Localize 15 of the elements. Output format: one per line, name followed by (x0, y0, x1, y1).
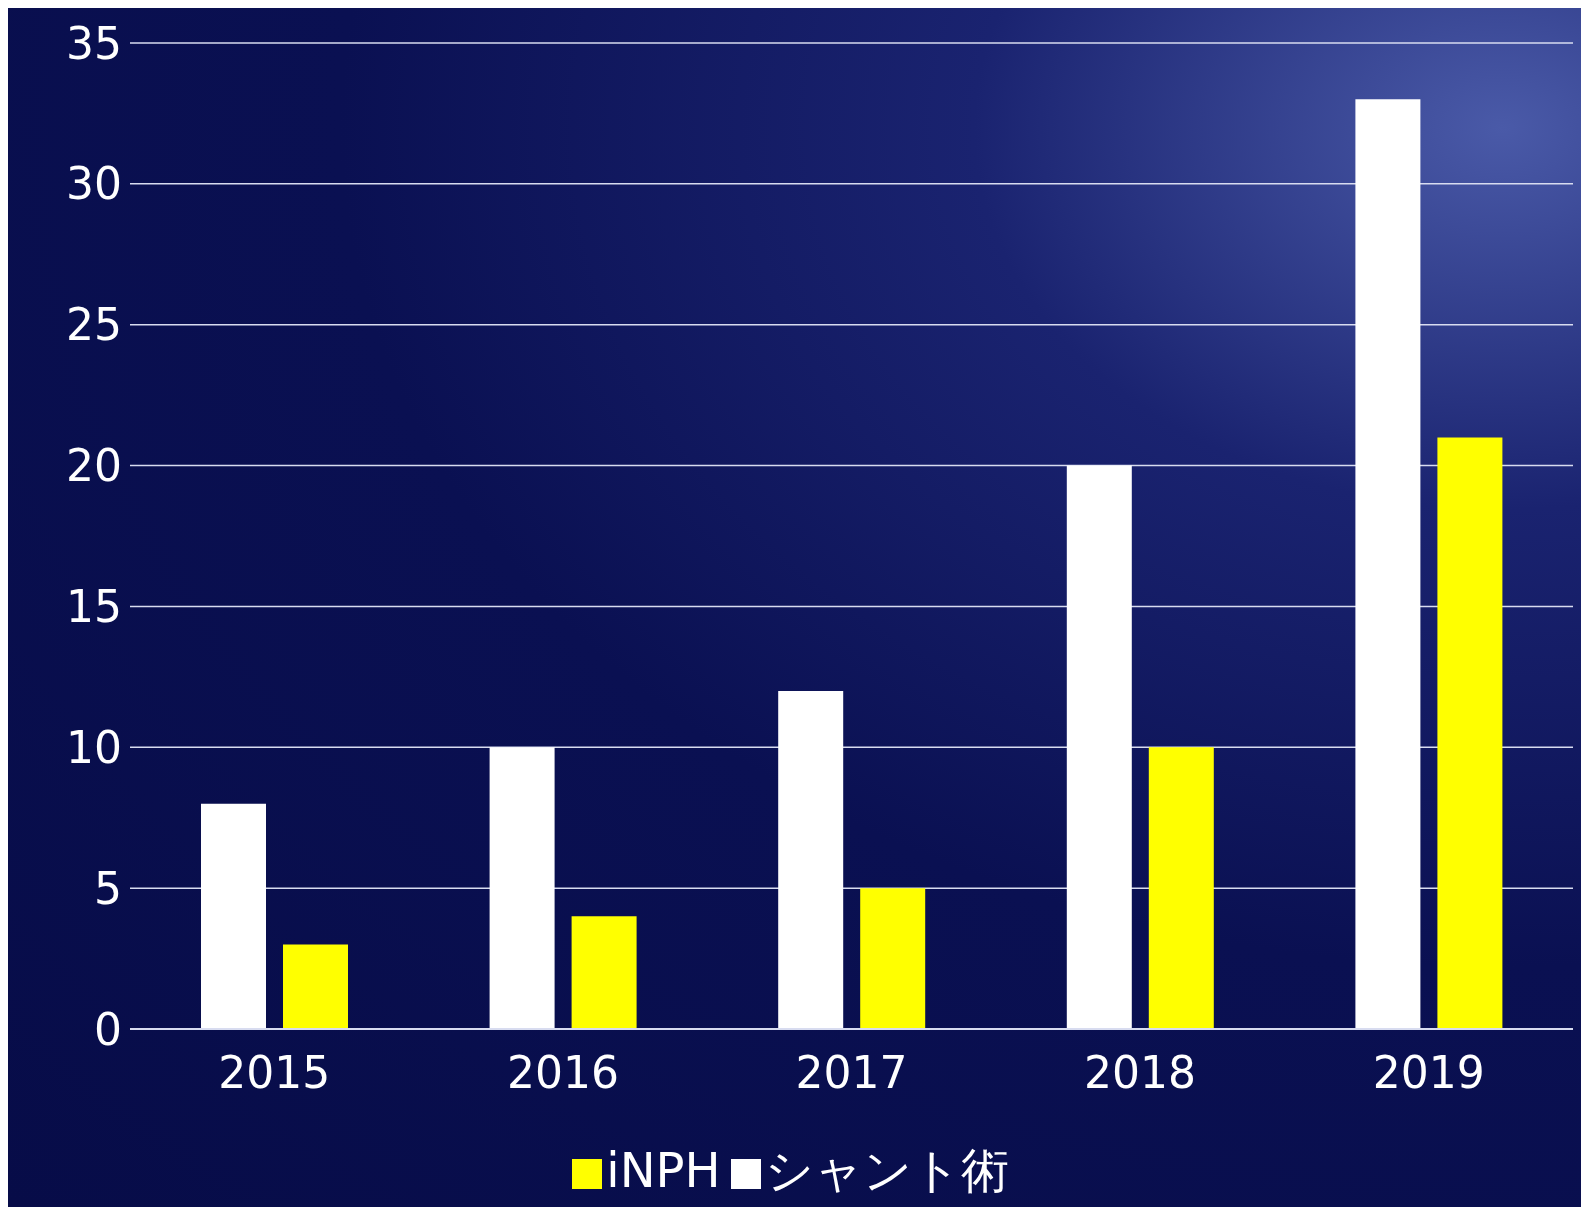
x-tick-label: 2015 (218, 1047, 331, 1099)
y-tick-label: 15 (66, 581, 122, 633)
legend-label: シャント術 (764, 1142, 1009, 1198)
y-tick-label: 30 (66, 158, 122, 210)
x-tick-label: 2016 (506, 1047, 619, 1099)
y-tick-label: 5 (94, 862, 122, 914)
x-tick-label: 2017 (795, 1047, 908, 1099)
y-tick-label: 25 (66, 299, 122, 351)
x-tick-label: 2018 (1084, 1047, 1197, 1099)
y-tick-label: 10 (66, 721, 122, 773)
y-tick-label: 0 (94, 1003, 122, 1055)
y-tick-label: 35 (66, 17, 122, 69)
y-tick-label: 20 (66, 440, 122, 492)
legend-label: iNPH (606, 1142, 721, 1198)
x-tick-label: 2019 (1372, 1047, 1485, 1099)
